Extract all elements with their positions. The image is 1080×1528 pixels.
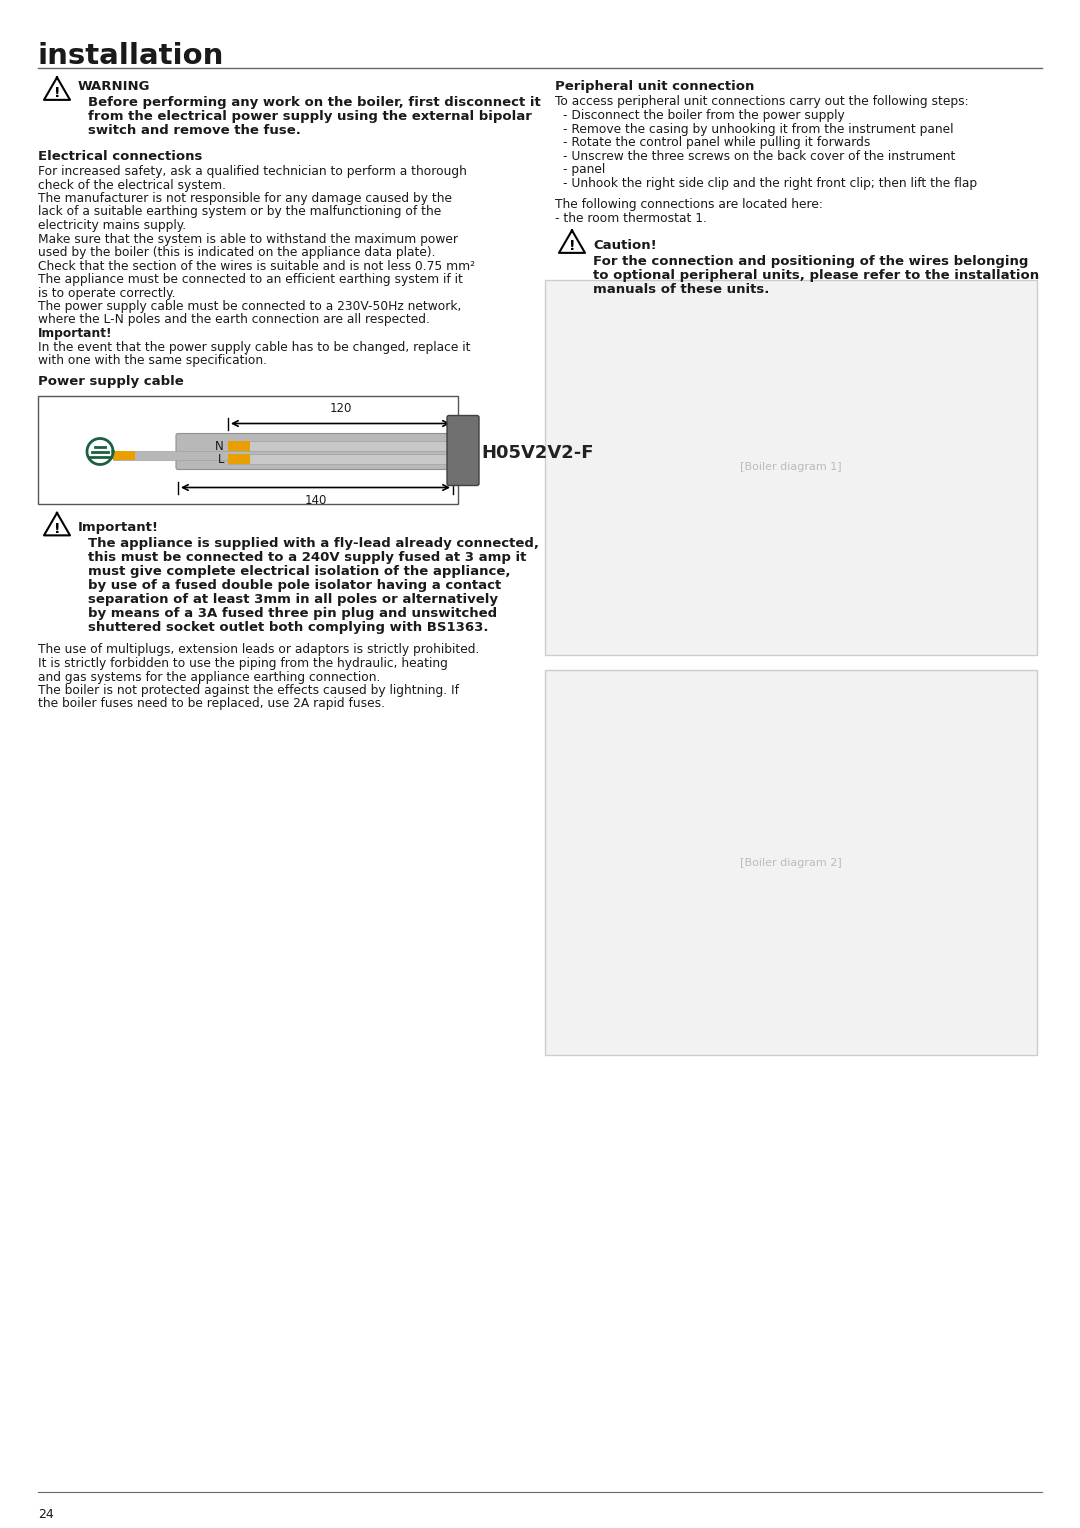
Text: electricity mains supply.: electricity mains supply.	[38, 219, 186, 232]
Text: The boiler is not protected against the effects caused by lightning. If: The boiler is not protected against the …	[38, 685, 459, 697]
Text: by use of a fused double pole isolator having a contact: by use of a fused double pole isolator h…	[87, 579, 501, 593]
Text: where the L-N poles and the earth connection are all respected.: where the L-N poles and the earth connec…	[38, 313, 430, 327]
Text: switch and remove the fuse.: switch and remove the fuse.	[87, 124, 301, 138]
Text: lack of a suitable earthing system or by the malfunctioning of the: lack of a suitable earthing system or by…	[38, 205, 442, 219]
Text: H05V2V2-F: H05V2V2-F	[481, 443, 594, 461]
Text: 120: 120	[329, 402, 352, 414]
Polygon shape	[559, 231, 585, 252]
Text: and gas systems for the appliance earthing connection.: and gas systems for the appliance earthi…	[38, 671, 380, 683]
Text: !: !	[569, 238, 576, 254]
Text: [Boiler diagram 2]: [Boiler diagram 2]	[740, 857, 842, 868]
Text: Power supply cable: Power supply cable	[38, 376, 184, 388]
Bar	[113, 451, 453, 460]
Text: The use of multiplugs, extension leads or adaptors is strictly prohibited.: The use of multiplugs, extension leads o…	[38, 643, 480, 657]
Text: The following connections are located here:: The following connections are located he…	[555, 199, 823, 211]
Text: - panel: - panel	[563, 163, 605, 176]
Text: To access peripheral unit connections carry out the following steps:: To access peripheral unit connections ca…	[555, 95, 969, 108]
Text: - Rotate the control panel while pulling it forwards: - Rotate the control panel while pulling…	[563, 136, 870, 150]
Text: It is strictly forbidden to use the piping from the hydraulic, heating: It is strictly forbidden to use the pipi…	[38, 657, 448, 669]
Text: from the electrical power supply using the external bipolar: from the electrical power supply using t…	[87, 110, 531, 122]
Text: Important!: Important!	[78, 521, 159, 535]
Bar	[38, 396, 458, 504]
Text: Caution!: Caution!	[593, 238, 657, 252]
Text: !: !	[54, 86, 60, 101]
Bar	[545, 669, 1037, 1054]
Text: - Unhook the right side clip and the right front clip; then lift the flap: - Unhook the right side clip and the rig…	[563, 177, 977, 189]
Text: manuals of these units.: manuals of these units.	[593, 283, 769, 296]
Text: 24: 24	[38, 1508, 54, 1520]
Text: is to operate correctly.: is to operate correctly.	[38, 287, 175, 299]
Text: - Disconnect the boiler from the power supply: - Disconnect the boiler from the power s…	[563, 108, 845, 122]
Text: - Unscrew the three screws on the back cover of the instrument: - Unscrew the three screws on the back c…	[563, 150, 956, 162]
Text: N: N	[215, 440, 224, 452]
Text: WARNING: WARNING	[78, 79, 150, 93]
Text: installation: installation	[38, 41, 225, 70]
Text: Check that the section of the wires is suitable and is not less 0.75 mm²: Check that the section of the wires is s…	[38, 260, 475, 272]
Text: Peripheral unit connection: Peripheral unit connection	[555, 79, 754, 93]
Bar	[228, 440, 249, 451]
Text: the boiler fuses need to be replaced, use 2A rapid fuses.: the boiler fuses need to be replaced, us…	[38, 697, 384, 711]
Text: with one with the same specification.: with one with the same specification.	[38, 354, 267, 367]
Bar	[545, 280, 1037, 656]
FancyBboxPatch shape	[176, 434, 455, 469]
Text: used by the boiler (this is indicated on the appliance data plate).: used by the boiler (this is indicated on…	[38, 246, 435, 260]
Text: check of the electrical system.: check of the electrical system.	[38, 179, 226, 191]
Text: In the event that the power supply cable has to be changed, replace it: In the event that the power supply cable…	[38, 341, 471, 353]
Text: 140: 140	[305, 494, 326, 506]
Text: Electrical connections: Electrical connections	[38, 150, 202, 163]
Text: The manufacturer is not responsible for any damage caused by the: The manufacturer is not responsible for …	[38, 193, 453, 205]
Text: Make sure that the system is able to withstand the maximum power: Make sure that the system is able to wit…	[38, 232, 458, 246]
Text: to optional peripheral units, please refer to the installation: to optional peripheral units, please ref…	[593, 269, 1039, 283]
Text: - the room thermostat 1.: - the room thermostat 1.	[555, 211, 707, 225]
Polygon shape	[44, 513, 70, 535]
Bar	[113, 451, 135, 460]
Text: [Boiler diagram 1]: [Boiler diagram 1]	[740, 463, 841, 472]
Bar	[228, 440, 453, 451]
Bar	[228, 454, 249, 463]
Text: The appliance is supplied with a fly-lead already connected,: The appliance is supplied with a fly-lea…	[87, 538, 539, 550]
Text: separation of at least 3mm in all poles or alternatively: separation of at least 3mm in all poles …	[87, 593, 498, 607]
Text: L: L	[217, 452, 224, 466]
Text: The power supply cable must be connected to a 230V-50Hz network,: The power supply cable must be connected…	[38, 299, 461, 313]
Text: !: !	[54, 521, 60, 536]
Text: Important!: Important!	[38, 327, 112, 341]
Text: must give complete electrical isolation of the appliance,: must give complete electrical isolation …	[87, 565, 511, 579]
Text: For increased safety, ask a qualified technician to perform a thorough: For increased safety, ask a qualified te…	[38, 165, 467, 177]
Bar	[228, 454, 453, 463]
Text: The appliance must be connected to an efficient earthing system if it: The appliance must be connected to an ef…	[38, 274, 463, 286]
Text: Before performing any work on the boiler, first disconnect it: Before performing any work on the boiler…	[87, 96, 541, 108]
Text: by means of a 3A fused three pin plug and unswitched: by means of a 3A fused three pin plug an…	[87, 608, 497, 620]
Text: For the connection and positioning of the wires belonging: For the connection and positioning of th…	[593, 255, 1028, 267]
Text: - Remove the casing by unhooking it from the instrument panel: - Remove the casing by unhooking it from…	[563, 122, 954, 136]
Text: shuttered socket outlet both complying with BS1363.: shuttered socket outlet both complying w…	[87, 622, 488, 634]
FancyBboxPatch shape	[447, 416, 480, 486]
Text: this must be connected to a 240V supply fused at 3 amp it: this must be connected to a 240V supply …	[87, 552, 526, 564]
Polygon shape	[44, 78, 70, 99]
